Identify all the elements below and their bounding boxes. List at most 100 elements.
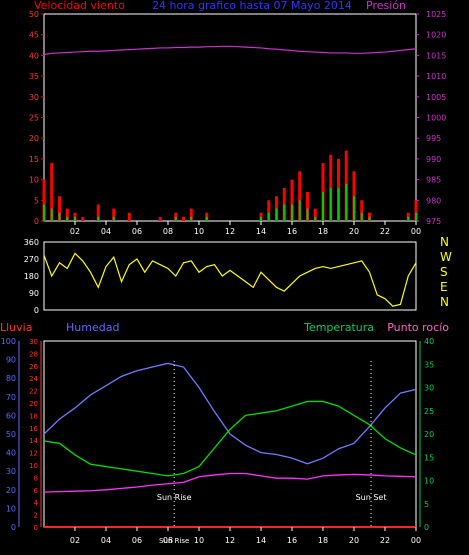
sunrise-bottom-label: Sun Rise <box>159 537 189 545</box>
x-tick-label: 04 <box>101 227 111 236</box>
compass-letter: S <box>440 265 448 279</box>
wind-bar <box>96 204 100 221</box>
gust-bar <box>112 216 115 221</box>
humidity-line <box>43 362 417 465</box>
gust-bar <box>174 216 177 221</box>
gust-bar <box>43 204 45 221</box>
pressure-y-tick-label: 1005 <box>426 93 446 102</box>
rain-axis-title: Lluvia <box>0 321 32 334</box>
x-tick-label-bottom: 02 <box>70 536 80 545</box>
temp-tick-label: 0 <box>424 523 429 532</box>
wind-bar <box>290 179 294 221</box>
humidity-tick-label: 20 <box>6 486 16 495</box>
wind-y-tick-label: 0 <box>34 217 39 226</box>
x-tick-label: 10 <box>194 227 204 236</box>
rain-tick-label: 6 <box>34 487 39 495</box>
x-tick-label-bottom: 08 <box>163 536 173 545</box>
compass-letter: N <box>440 235 449 249</box>
humidity-tick-label: 10 <box>6 504 16 513</box>
gust-bar <box>368 216 371 221</box>
gust-bar <box>298 200 301 221</box>
temp-tick-label: 20 <box>424 430 434 439</box>
pressure-y-tick-label: 1010 <box>426 72 446 81</box>
temp-tick-label: 40 <box>424 337 434 346</box>
pressure-axis-title: Presión <box>366 0 406 12</box>
rain-tick-label: 8 <box>34 474 38 482</box>
wind-axis-title: Velocidad viento <box>34 0 125 12</box>
wind-bar <box>189 208 193 221</box>
humidity-axis-title: Humedad <box>66 321 119 334</box>
humidity-tick-label: 50 <box>6 430 16 439</box>
pressure-line <box>43 45 417 56</box>
x-tick-label: 14 <box>256 227 266 236</box>
wind-frame <box>43 13 417 222</box>
pressure-y-tick-label: 975 <box>426 217 441 226</box>
rain-tick-label: 22 <box>29 388 38 396</box>
wind-bar <box>42 179 46 221</box>
sun-marker-label: Sun Set <box>356 493 387 502</box>
x-tick-label-bottom: 04 <box>101 536 111 545</box>
x-tick-label-bottom: 14 <box>256 536 266 545</box>
gust-bar <box>345 183 348 221</box>
rain-tick-label: 30 <box>29 338 38 346</box>
x-tick-label-bottom: 16 <box>287 536 297 545</box>
x-tick-label-bottom: 00 <box>411 536 421 545</box>
gust-bar <box>353 196 355 221</box>
direction-tick-label: 270 <box>24 255 39 264</box>
rain-tick-label: 26 <box>29 363 38 371</box>
wind-bar <box>81 216 85 221</box>
wind-y-tick-label: 25 <box>29 114 39 123</box>
compass-letter: E <box>440 280 448 294</box>
temp-tick-label: 25 <box>424 407 434 416</box>
pressure-y-tick-label: 1020 <box>426 31 446 40</box>
gust-bar <box>322 192 324 221</box>
gust-bar <box>407 216 410 221</box>
compass-letter: W <box>440 250 452 264</box>
direction-tick-label: 180 <box>24 272 39 281</box>
x-tick-label: 20 <box>349 227 359 236</box>
rain-tick-label: 10 <box>29 462 38 470</box>
pressure-y-tick-label: 995 <box>426 134 441 143</box>
gust-bar <box>314 216 317 221</box>
x-tick-label-bottom: 10 <box>194 536 204 545</box>
gust-bar <box>306 208 309 221</box>
sun-marker-label: Sun Rise <box>157 493 192 502</box>
wind-bar <box>267 200 271 221</box>
gust-bar <box>58 212 61 221</box>
wind-y-tick-label: 10 <box>29 176 39 185</box>
wind-pressure-panel: 0510152025303540455097598098599099510001… <box>29 10 447 236</box>
humidity-tick-label: 90 <box>6 356 16 365</box>
pressure-y-tick-label: 1025 <box>426 10 446 19</box>
pressure-y-tick-label: 1015 <box>426 51 446 60</box>
humidity-tick-label: 100 <box>1 337 16 346</box>
pressure-y-tick-label: 990 <box>426 155 441 164</box>
x-tick-label-bottom: 20 <box>349 536 359 545</box>
wind-y-tick-label: 40 <box>29 51 39 60</box>
x-tick-label: 16 <box>287 227 297 236</box>
wind-y-tick-label: 30 <box>29 93 39 102</box>
gust-bar <box>275 208 278 221</box>
wind-y-tick-label: 20 <box>29 134 39 143</box>
pressure-y-tick-label: 985 <box>426 176 441 185</box>
x-tick-label: 18 <box>318 227 328 236</box>
rain-tick-label: 14 <box>29 437 38 445</box>
rain-tick-label: 12 <box>29 450 38 458</box>
gust-bar <box>267 212 270 221</box>
humidity-temp-panel: 0102030405060708090100024681012141618202… <box>1 337 434 545</box>
temp-tick-label: 5 <box>424 500 429 509</box>
wind-bar <box>127 212 131 221</box>
gust-bar <box>415 212 417 221</box>
gust-bar <box>190 216 193 221</box>
direction-tick-label: 90 <box>29 289 39 298</box>
wind-y-tick-label: 45 <box>29 31 39 40</box>
wind-bar <box>306 192 309 221</box>
humidity-tick-label: 0 <box>11 523 16 532</box>
wind-bar <box>58 196 61 221</box>
gust-bar <box>260 216 262 221</box>
direction-tick-label: 0 <box>34 306 39 315</box>
rain-tick-label: 28 <box>29 350 38 358</box>
wind-bar <box>112 208 116 221</box>
direction-line <box>43 252 417 307</box>
